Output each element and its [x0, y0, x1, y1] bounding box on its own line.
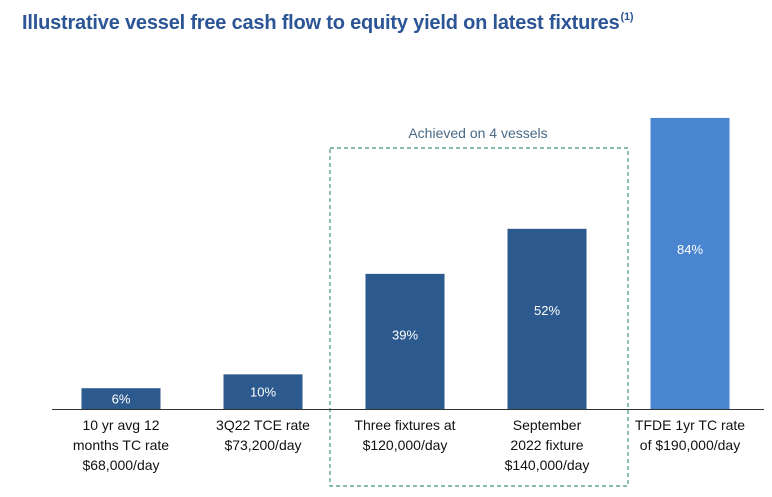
bar-1	[81, 388, 161, 409]
category-label-line: of $190,000/day	[640, 437, 740, 453]
category-label-line: $120,000/day	[363, 437, 448, 453]
category-label-2: 3Q22 TCE rate $73,200/day	[216, 417, 310, 453]
category-label-line: September	[513, 417, 582, 433]
bar-3	[365, 273, 445, 409]
category-label-4: September 2022 fixture $140,000/day	[505, 417, 590, 473]
title-footnote: (1)	[620, 11, 634, 23]
chart-title-text: Illustrative vessel free cash flow to eq…	[22, 12, 620, 34]
category-label-5: TFDE 1yr TC rate of $190,000/day	[635, 417, 745, 453]
category-label-line: $73,200/day	[224, 437, 301, 453]
annotation-box	[329, 147, 629, 487]
chart-title: Illustrative vessel free cash flow to eq…	[22, 11, 634, 35]
category-label-line: Three fixtures at	[354, 417, 455, 433]
annotation-label: Achieved on 4 vessels	[408, 125, 547, 141]
category-label-line: months TC rate	[73, 437, 169, 453]
category-label-line: $140,000/day	[505, 457, 590, 473]
category-label-line: TFDE 1yr TC rate	[635, 417, 745, 433]
bar-4	[507, 228, 587, 409]
value-label-4: 52%	[534, 303, 560, 318]
bar-2	[223, 374, 303, 409]
category-label-3: Three fixtures at $120,000/day	[354, 417, 455, 453]
value-label-5: 84%	[677, 242, 703, 257]
bar-5	[650, 117, 730, 409]
category-label-1: 10 yr avg 12 months TC rate $68,000/day	[73, 417, 169, 473]
value-label-2: 10%	[250, 385, 276, 400]
category-label-line: 10 yr avg 12	[82, 417, 159, 433]
value-label-3: 39%	[392, 328, 418, 343]
category-label-line: 2022 fixture	[510, 437, 583, 453]
value-label-1: 6%	[112, 392, 131, 407]
category-label-line: 3Q22 TCE rate	[216, 417, 310, 433]
category-label-line: $68,000/day	[82, 457, 159, 473]
